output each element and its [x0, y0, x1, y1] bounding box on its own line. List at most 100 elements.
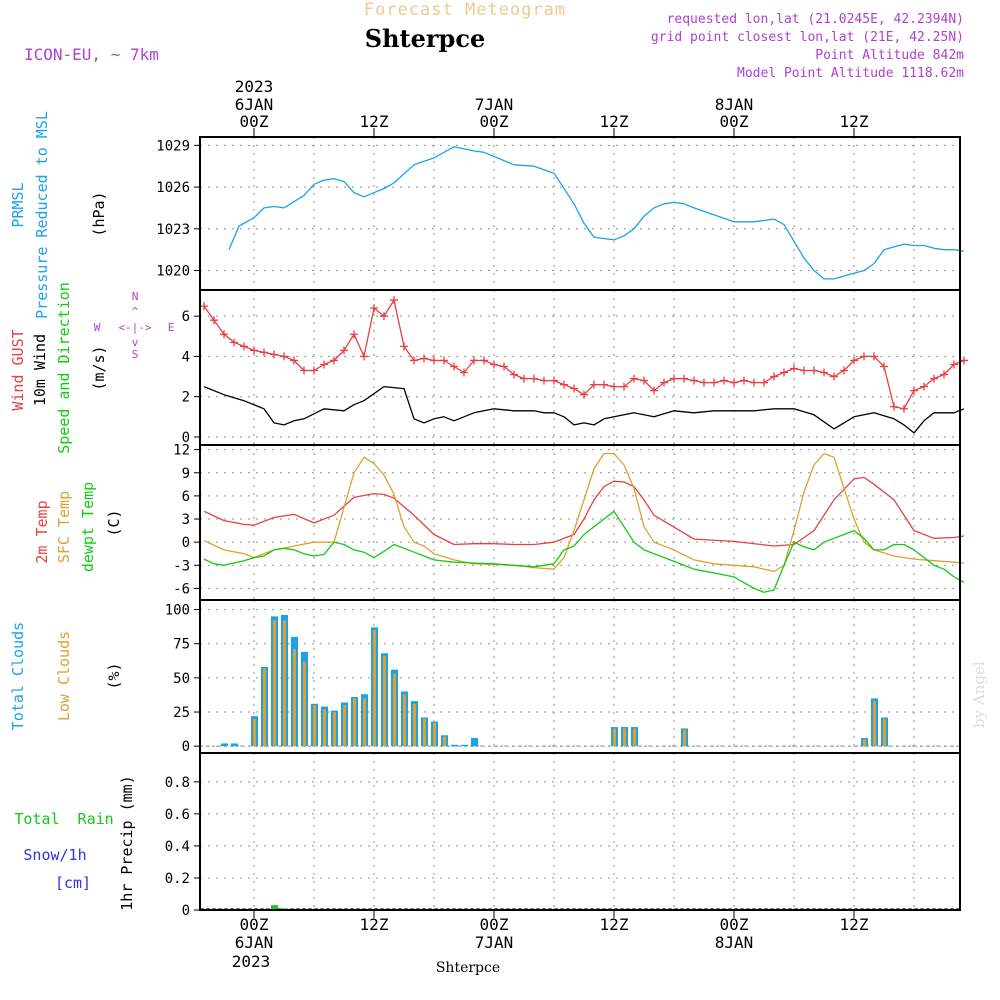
total-clouds-bar [461, 744, 468, 747]
gust-marker [270, 350, 278, 359]
footer-location: Shterpce [436, 960, 500, 976]
y-tick-label: 0.6 [165, 807, 190, 823]
total-clouds-bar [231, 743, 238, 747]
gust-marker [280, 352, 288, 361]
low-clouds-bar [293, 649, 296, 747]
total-clouds-label: Total Clouds [9, 622, 27, 730]
y-tick-label: 50 [173, 671, 190, 687]
gust-marker [310, 366, 318, 375]
time-label-top: 00Z [720, 112, 749, 131]
y-tick-label: 2 [182, 390, 190, 406]
low-clouds-label: Low Clouds [55, 631, 73, 721]
low-clouds-bar [613, 728, 616, 747]
grid-point-coords: grid point closest lon,lat (21E, 42.25N) [651, 30, 964, 45]
svg-text:^: ^ [132, 305, 139, 318]
wind10m-label: 10m Wind [31, 334, 49, 406]
low-clouds-bar [413, 703, 416, 747]
gust-marker [360, 352, 368, 361]
gust-marker [750, 378, 758, 387]
gust-marker [910, 386, 918, 395]
clouds-labels: Total Clouds Low Clouds (%) [9, 622, 123, 730]
gust-marker [960, 356, 968, 365]
gust-marker [880, 362, 888, 371]
location-title: Shterpce [365, 24, 485, 53]
gust-marker [260, 348, 268, 357]
time-label-bottom: 12Z [600, 915, 629, 934]
pressure-labels: PRMSL Pressure Reduced to MSL (hPa) [9, 111, 108, 319]
gust-marker [940, 370, 948, 379]
low-clouds-bar [323, 709, 326, 747]
y-tick-label: 0.8 [165, 775, 190, 791]
total-rain-label: Total Rain [14, 810, 113, 828]
requested-coords: requested lon,lat (21.0245E, 42.2394N) [667, 12, 964, 27]
y-tick-label: 4 [182, 349, 190, 365]
speed-dir-label: Speed and Direction [55, 282, 73, 454]
time-label-top: 12Z [840, 112, 869, 131]
y-tick-label: 1020 [156, 264, 190, 280]
gust-marker [850, 356, 858, 365]
low-clouds-bar [253, 718, 256, 747]
gust-marker [810, 366, 818, 375]
gust-marker [220, 330, 228, 339]
gust-marker [460, 368, 468, 377]
percent-label: (%) [105, 662, 123, 689]
gust-marker [520, 374, 528, 383]
date-label-top: 7JAN [475, 95, 514, 114]
gust-marker [740, 376, 748, 385]
date-label-top: 8JAN [715, 95, 754, 114]
low-clouds-bar [403, 694, 406, 747]
credit: by Angel [970, 661, 988, 728]
y-tick-label: 0 [182, 739, 190, 755]
gust-marker [700, 378, 708, 387]
gust-marker [730, 378, 738, 387]
gust-marker [400, 342, 408, 351]
y-tick-label: 1029 [156, 138, 190, 154]
gust-marker [920, 382, 928, 391]
low-clouds-bar [683, 729, 686, 747]
low-clouds-bar [423, 718, 426, 747]
gust-marker [690, 376, 698, 385]
gust-marker [600, 380, 608, 389]
y-tick-label: 1023 [156, 222, 190, 238]
point-altitude: Point Altitude 842m [815, 48, 964, 63]
gust-marker [370, 304, 378, 313]
y-tick-label: 25 [173, 705, 190, 721]
gust-marker [230, 338, 238, 347]
panel-frame [199, 752, 961, 911]
gust-marker [680, 374, 688, 383]
gust-marker [240, 342, 248, 351]
gust-marker [350, 330, 358, 339]
low-clouds-bar [863, 739, 866, 747]
pressure-line [228, 146, 965, 280]
compass-rose: N ^ W <-|-> E v S [94, 290, 175, 361]
gust-marker [200, 302, 208, 311]
gust-marker [770, 372, 778, 381]
low-clouds-bar [393, 673, 396, 747]
y-tick-label: 0.4 [165, 839, 190, 855]
low-clouds-bar [263, 668, 266, 747]
gust-marker [820, 368, 828, 377]
y-tick-label: 0 [182, 903, 190, 919]
ms-label: (m/s) [90, 345, 108, 390]
gust-label: Wind GUST [9, 329, 27, 410]
y-tick-label: -3 [173, 558, 190, 574]
gust-marker [890, 402, 898, 411]
time-label-bottom: 00Z [720, 915, 749, 934]
low-clouds-bar [363, 698, 366, 747]
gust-marker [660, 378, 668, 387]
low-clouds-bar [313, 705, 316, 747]
gust-marker [380, 312, 388, 321]
panel-frame [199, 136, 961, 291]
gust-marker [420, 354, 428, 363]
gust-marker [480, 356, 488, 365]
snow-label: Snow/1h [23, 846, 86, 864]
gust-marker [410, 356, 418, 365]
gust-marker [580, 390, 588, 399]
total-clouds-bar [471, 737, 478, 747]
gust-marker [450, 362, 458, 371]
precip-mm-label: 1hr Precip (mm) [118, 775, 136, 910]
gust-marker [870, 352, 878, 361]
frame-layer: 10201023102610290246-6-30369120255075100… [156, 136, 961, 919]
product-title: Forecast Meteogram [364, 0, 566, 20]
